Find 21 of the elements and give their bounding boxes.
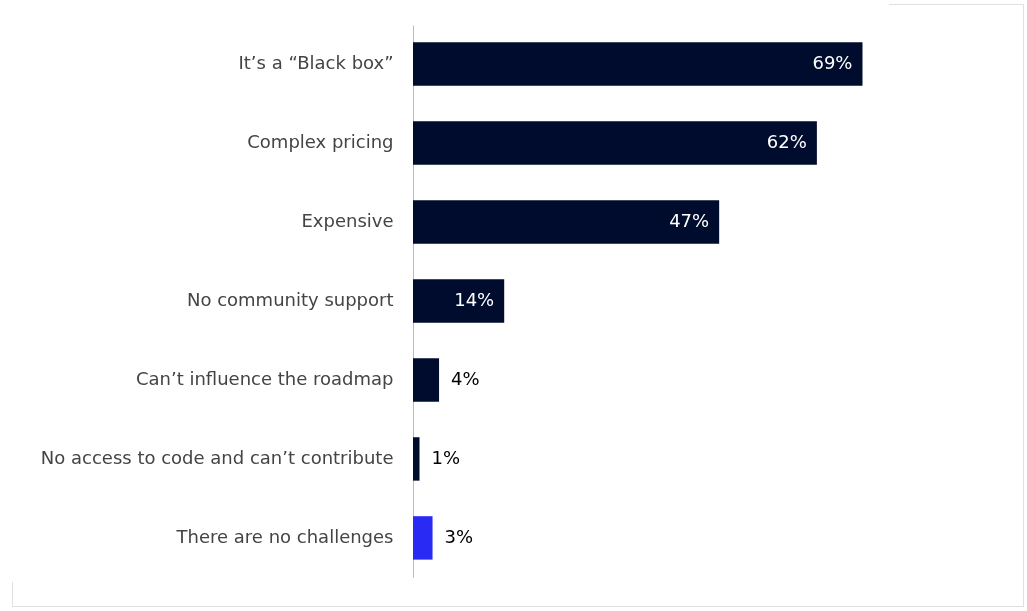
y-tick-label: Can’t influence the roadmap xyxy=(135,367,394,389)
y-tick-label: No community support xyxy=(186,289,394,310)
data-label: 14% xyxy=(454,289,495,310)
bar xyxy=(413,358,440,402)
data-label: 1% xyxy=(431,446,461,468)
y-tick-label: Complex pricing xyxy=(247,131,394,153)
y-tick-label: Expensive xyxy=(301,210,394,232)
y-tick-label: It’s a “Black box” xyxy=(238,52,394,74)
data-label: 3% xyxy=(444,525,474,547)
bar xyxy=(413,200,720,244)
bar xyxy=(413,121,817,165)
data-label: 47% xyxy=(669,210,710,232)
data-label: 4% xyxy=(451,367,480,389)
data-label: 69% xyxy=(812,52,853,74)
bar xyxy=(413,279,505,323)
bar xyxy=(413,437,420,481)
bar xyxy=(413,42,863,86)
bar xyxy=(413,516,433,560)
y-tick-label: There are no challenges xyxy=(175,525,394,547)
data-label: 62% xyxy=(766,131,807,153)
y-tick-label: No access to code and can’t contribute xyxy=(40,446,394,468)
